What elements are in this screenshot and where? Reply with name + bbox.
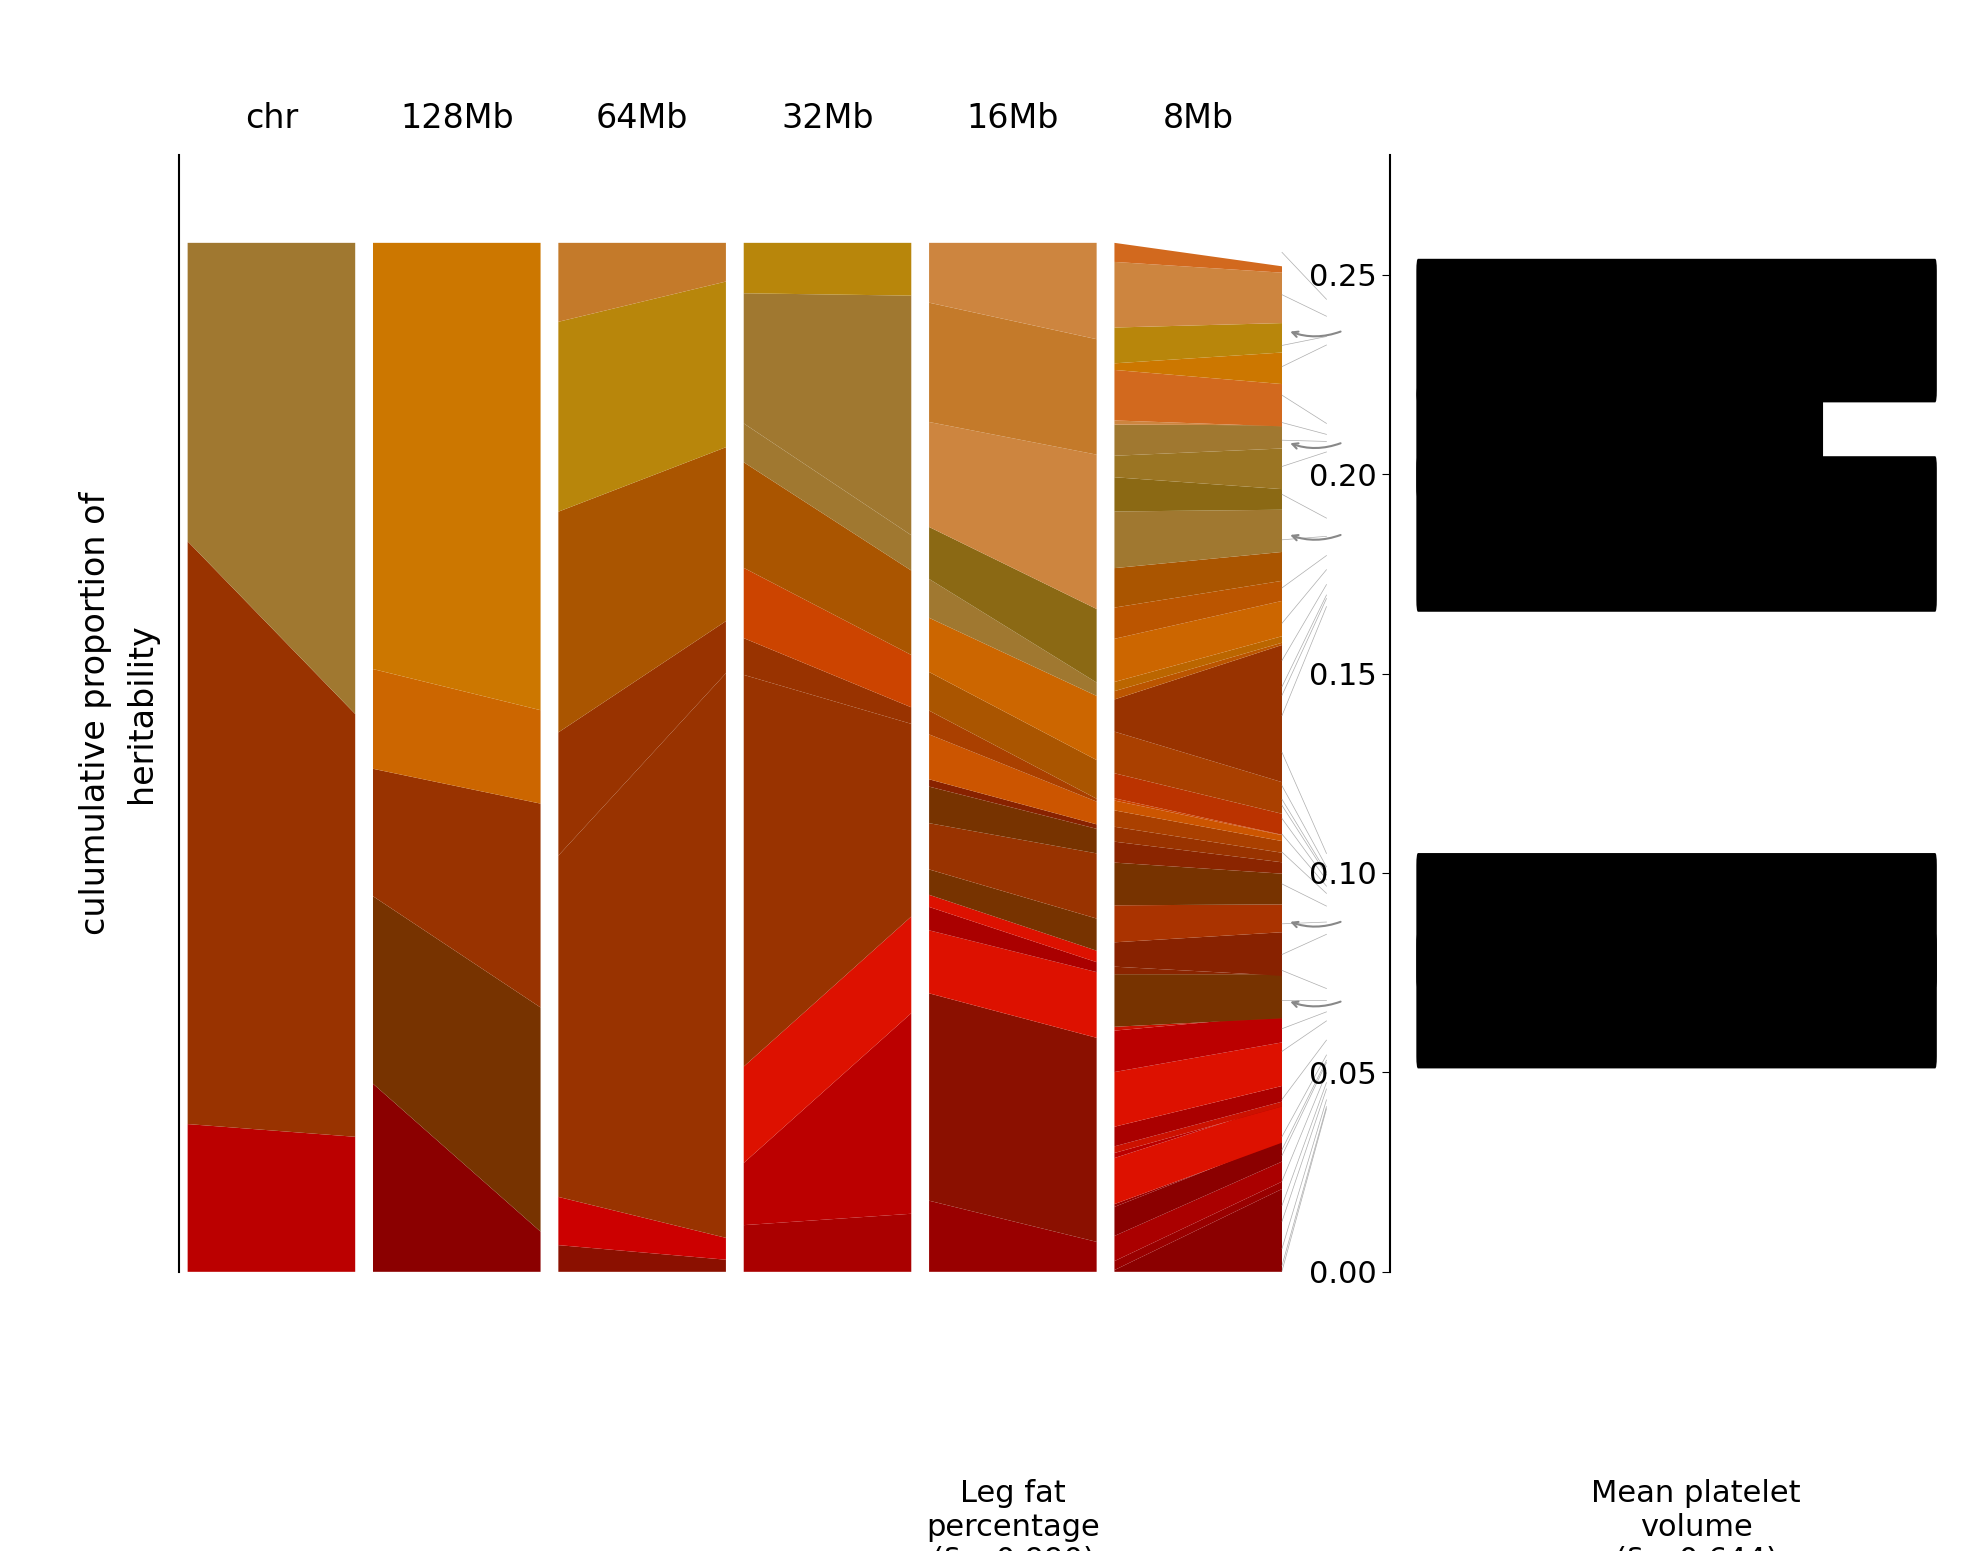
Polygon shape bbox=[1114, 244, 1283, 273]
Polygon shape bbox=[929, 672, 1096, 799]
Polygon shape bbox=[743, 917, 912, 1163]
Polygon shape bbox=[1114, 1016, 1283, 1072]
Polygon shape bbox=[373, 769, 540, 1008]
Text: Leg fat
percentage
(δₜ=0.990): Leg fat percentage (δₜ=0.990) bbox=[925, 1480, 1100, 1551]
Polygon shape bbox=[1114, 1190, 1283, 1272]
Polygon shape bbox=[1114, 732, 1283, 814]
Polygon shape bbox=[373, 244, 540, 710]
Polygon shape bbox=[187, 541, 355, 1137]
Text: 64Mb: 64Mb bbox=[596, 102, 689, 135]
Polygon shape bbox=[1114, 1042, 1283, 1126]
Polygon shape bbox=[1114, 1104, 1283, 1159]
Polygon shape bbox=[743, 675, 912, 1067]
Polygon shape bbox=[1114, 478, 1283, 512]
Polygon shape bbox=[743, 637, 912, 724]
Text: chr: chr bbox=[244, 102, 298, 135]
Polygon shape bbox=[558, 673, 727, 1238]
Polygon shape bbox=[929, 931, 1096, 1038]
Polygon shape bbox=[1114, 323, 1283, 363]
Polygon shape bbox=[1114, 810, 1283, 853]
Polygon shape bbox=[558, 620, 727, 856]
Polygon shape bbox=[743, 462, 912, 655]
Polygon shape bbox=[929, 779, 1096, 828]
Polygon shape bbox=[1114, 352, 1283, 385]
Polygon shape bbox=[743, 244, 912, 296]
Polygon shape bbox=[929, 302, 1096, 454]
Text: 128Mb: 128Mb bbox=[399, 102, 514, 135]
Polygon shape bbox=[1114, 420, 1283, 427]
Polygon shape bbox=[558, 1245, 727, 1272]
Polygon shape bbox=[1114, 1140, 1283, 1236]
Polygon shape bbox=[1114, 862, 1283, 906]
Polygon shape bbox=[1114, 904, 1283, 943]
Polygon shape bbox=[1114, 600, 1283, 682]
Polygon shape bbox=[1114, 371, 1283, 427]
Polygon shape bbox=[929, 734, 1096, 824]
Polygon shape bbox=[929, 710, 1096, 802]
Polygon shape bbox=[929, 579, 1096, 696]
Polygon shape bbox=[1114, 842, 1283, 873]
Polygon shape bbox=[1114, 932, 1283, 976]
FancyBboxPatch shape bbox=[1416, 853, 1936, 988]
Polygon shape bbox=[1114, 774, 1283, 834]
Polygon shape bbox=[1114, 974, 1283, 1027]
Polygon shape bbox=[1114, 827, 1283, 862]
Polygon shape bbox=[1114, 636, 1283, 692]
Polygon shape bbox=[743, 423, 912, 571]
Polygon shape bbox=[373, 896, 540, 1231]
Polygon shape bbox=[1114, 799, 1283, 834]
Polygon shape bbox=[929, 824, 1096, 918]
Polygon shape bbox=[1114, 510, 1283, 568]
Polygon shape bbox=[1114, 1162, 1283, 1261]
Text: 32Mb: 32Mb bbox=[780, 102, 874, 135]
Y-axis label: culumulative proportion of
heritability: culumulative proportion of heritability bbox=[79, 492, 159, 935]
Polygon shape bbox=[929, 617, 1096, 760]
Polygon shape bbox=[1114, 425, 1283, 456]
Polygon shape bbox=[929, 1200, 1096, 1272]
Polygon shape bbox=[1114, 1086, 1283, 1146]
Polygon shape bbox=[1114, 1140, 1283, 1207]
Polygon shape bbox=[929, 907, 1096, 972]
Polygon shape bbox=[929, 993, 1096, 1242]
FancyBboxPatch shape bbox=[1416, 456, 1936, 611]
Polygon shape bbox=[558, 282, 727, 512]
Polygon shape bbox=[929, 870, 1096, 951]
Polygon shape bbox=[1114, 552, 1283, 608]
Polygon shape bbox=[558, 447, 727, 732]
Polygon shape bbox=[558, 1197, 727, 1259]
Polygon shape bbox=[743, 1214, 912, 1272]
Text: 16Mb: 16Mb bbox=[967, 102, 1059, 135]
Polygon shape bbox=[187, 1124, 355, 1272]
Polygon shape bbox=[1114, 800, 1283, 841]
Polygon shape bbox=[1114, 966, 1283, 976]
FancyBboxPatch shape bbox=[1416, 386, 1823, 498]
Polygon shape bbox=[929, 422, 1096, 610]
Polygon shape bbox=[929, 244, 1096, 340]
Polygon shape bbox=[1114, 580, 1283, 639]
Polygon shape bbox=[929, 527, 1096, 682]
Polygon shape bbox=[1114, 1016, 1283, 1030]
Polygon shape bbox=[558, 244, 727, 321]
Polygon shape bbox=[1114, 262, 1283, 327]
Polygon shape bbox=[1114, 448, 1283, 489]
FancyBboxPatch shape bbox=[1416, 932, 1936, 1069]
Text: 8Mb: 8Mb bbox=[1162, 102, 1233, 135]
Polygon shape bbox=[1114, 1104, 1283, 1204]
Polygon shape bbox=[1114, 1182, 1283, 1270]
Polygon shape bbox=[743, 293, 912, 535]
Polygon shape bbox=[1114, 1101, 1283, 1152]
Polygon shape bbox=[743, 1013, 912, 1225]
Polygon shape bbox=[743, 568, 912, 707]
Polygon shape bbox=[187, 244, 355, 713]
Polygon shape bbox=[1114, 642, 1283, 700]
Polygon shape bbox=[929, 786, 1096, 853]
Polygon shape bbox=[373, 1084, 540, 1272]
Text: Mean platelet
volume
(δₜ=0.644): Mean platelet volume (δₜ=0.644) bbox=[1591, 1480, 1801, 1551]
Polygon shape bbox=[373, 668, 540, 803]
FancyBboxPatch shape bbox=[1416, 259, 1936, 402]
Polygon shape bbox=[1114, 645, 1283, 782]
Polygon shape bbox=[929, 895, 1096, 962]
